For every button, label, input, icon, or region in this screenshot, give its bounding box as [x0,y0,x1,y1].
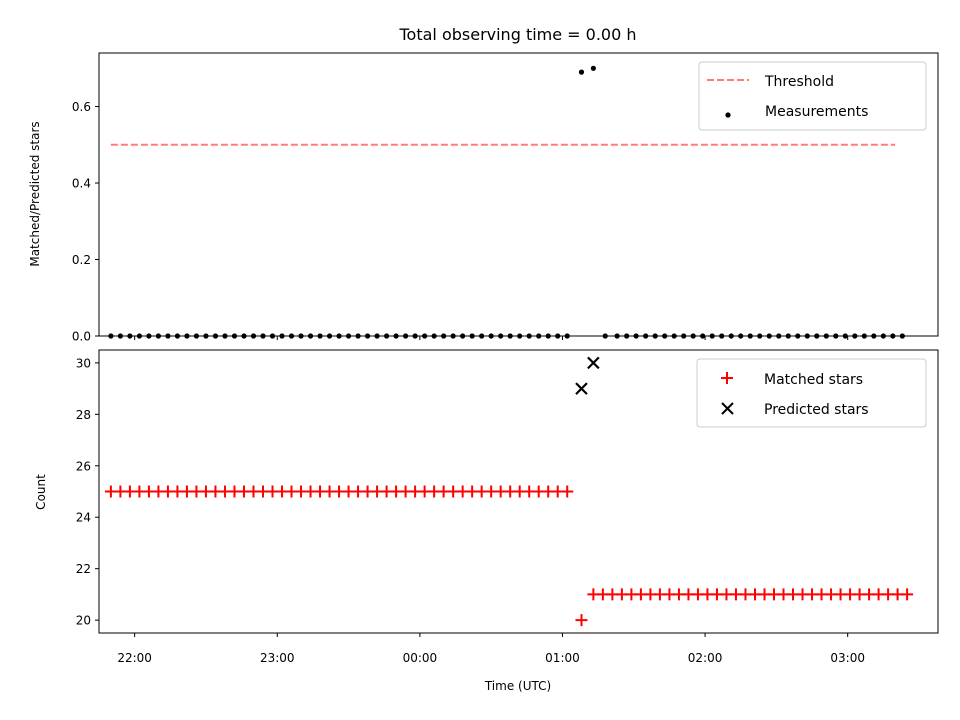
bottom-legend-box [696,358,927,428]
y-tick-label: 26 [76,459,91,473]
y-tick-label: 20 [76,614,91,628]
bottom-panel-legend: Matched stars Predicted stars [696,358,927,428]
legend-measurements-label: Measurements [765,104,868,120]
x-tick-label: 01:00 [545,651,580,665]
matched-star-point [561,485,574,498]
legend-matched-label: Matched stars [764,372,863,388]
y-tick-label: 0.6 [72,100,91,114]
x-tick-label: 02:00 [688,651,723,665]
bottom-panel: 20 22 24 26 28 30 22:00 23:00 00:00 01:00 02:00 03… [34,349,939,693]
measurement-point [578,69,585,75]
legend-measurements-swatch [725,112,731,118]
predicted-star-point [575,382,588,395]
legend-predicted-label: Predicted stars [764,402,869,418]
y-tick-label: 0.4 [72,177,91,191]
x-tick-label: 22:00 [117,651,152,665]
x-tick-label: 03:00 [830,651,865,665]
y-tick-label: 0.2 [72,253,91,267]
legend-predicted-swatch [721,402,734,415]
predicted-star-point [587,356,600,370]
legend-matched-swatch [721,372,733,384]
y-tick-label: 22 [76,562,91,576]
x-axis-label: Time (UTC) [484,679,551,693]
bottom-panel-y-ticks: 20 22 24 26 28 30 [76,356,99,628]
y-tick-label: 24 [76,511,91,525]
bottom-panel-y-axis-label: Count [34,474,48,510]
chart-title: Total observing time = 0.00 h [398,25,636,44]
top-panel: 0.0 0.2 0.4 0.6 Matched/Predicted stars Thr… [28,52,939,344]
matched-star-point [575,614,588,627]
x-tick-label: 00:00 [403,651,438,665]
top-panel-y-ticks: 0.0 0.2 0.4 0.6 [72,100,99,344]
y-tick-label: 30 [76,356,91,370]
bottom-panel-frame [98,349,939,634]
top-panel-frame [98,52,939,337]
legend-threshold-label: Threshold [764,74,834,90]
y-tick-label: 28 [76,408,91,422]
measurement-point [590,65,596,71]
top-panel-x-ticks [134,336,849,340]
matched-star-point [901,588,914,601]
top-panel-y-axis-label: Matched/Predicted stars [28,121,42,266]
x-tick-label: 23:00 [260,651,295,665]
top-panel-legend: Threshold Measurements [698,61,927,131]
bottom-panel-x-ticks: 22:00 23:00 00:00 01:00 02:00 03:00 [117,633,865,665]
top-legend-box [698,61,927,131]
y-tick-label: 0.0 [72,330,91,344]
bottom-panel-marks [104,356,914,627]
